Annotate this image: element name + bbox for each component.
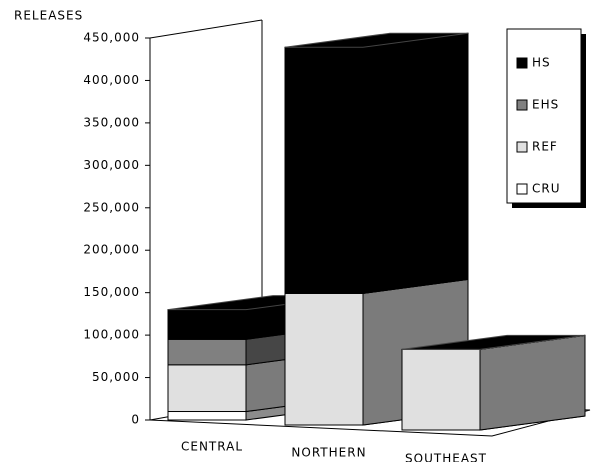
y-tick-label: 50,000: [92, 370, 140, 384]
y-tick-label: 350,000: [83, 115, 140, 129]
y-tick-label: 0: [131, 413, 140, 427]
y-tick-label: 150,000: [83, 285, 140, 299]
legend-label: EHS: [532, 98, 559, 112]
x-tick-label: NORTHERN: [291, 446, 366, 460]
legend-label: HS: [532, 56, 551, 70]
legend-swatch: [516, 57, 528, 69]
x-tick-label: CENTRAL: [181, 440, 243, 454]
y-tick-label: 100,000: [83, 328, 140, 342]
bar: [401, 348, 481, 431]
bar-top: [401, 334, 586, 350]
bar: [284, 46, 364, 294]
bar-top: [284, 32, 469, 48]
bar-side: [362, 32, 469, 294]
legend-label: CRU: [532, 182, 561, 196]
legend-swatch: [516, 99, 528, 111]
bar: [167, 309, 247, 340]
y-tick-label: 450,000: [83, 31, 140, 45]
legend-swatch: [516, 183, 528, 195]
y-axis-title: RELEASES: [14, 9, 83, 23]
x-tick-label: SOUTHEAST: [405, 452, 487, 462]
y-tick-label: 400,000: [83, 73, 140, 87]
y-tick-label: 200,000: [83, 243, 140, 257]
bar: [167, 411, 247, 421]
bar-side: [479, 334, 586, 431]
bar: [284, 292, 364, 426]
y-tick-label: 250,000: [83, 200, 140, 214]
legend-swatch: [516, 141, 528, 153]
back-wall-top: [149, 19, 263, 39]
y-tick-label: 300,000: [83, 158, 140, 172]
bar: [167, 338, 247, 366]
legend-label: REF: [532, 140, 558, 154]
bar: [167, 364, 247, 413]
